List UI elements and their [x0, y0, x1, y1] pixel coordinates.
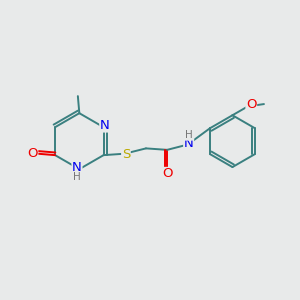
- Text: N: N: [100, 119, 110, 132]
- Text: O: O: [27, 147, 38, 160]
- Text: O: O: [162, 167, 172, 181]
- Text: H: H: [185, 130, 193, 140]
- Text: S: S: [122, 148, 130, 161]
- Text: O: O: [246, 98, 256, 111]
- Text: H: H: [73, 172, 81, 182]
- Text: N: N: [184, 136, 194, 150]
- Text: N: N: [72, 161, 82, 175]
